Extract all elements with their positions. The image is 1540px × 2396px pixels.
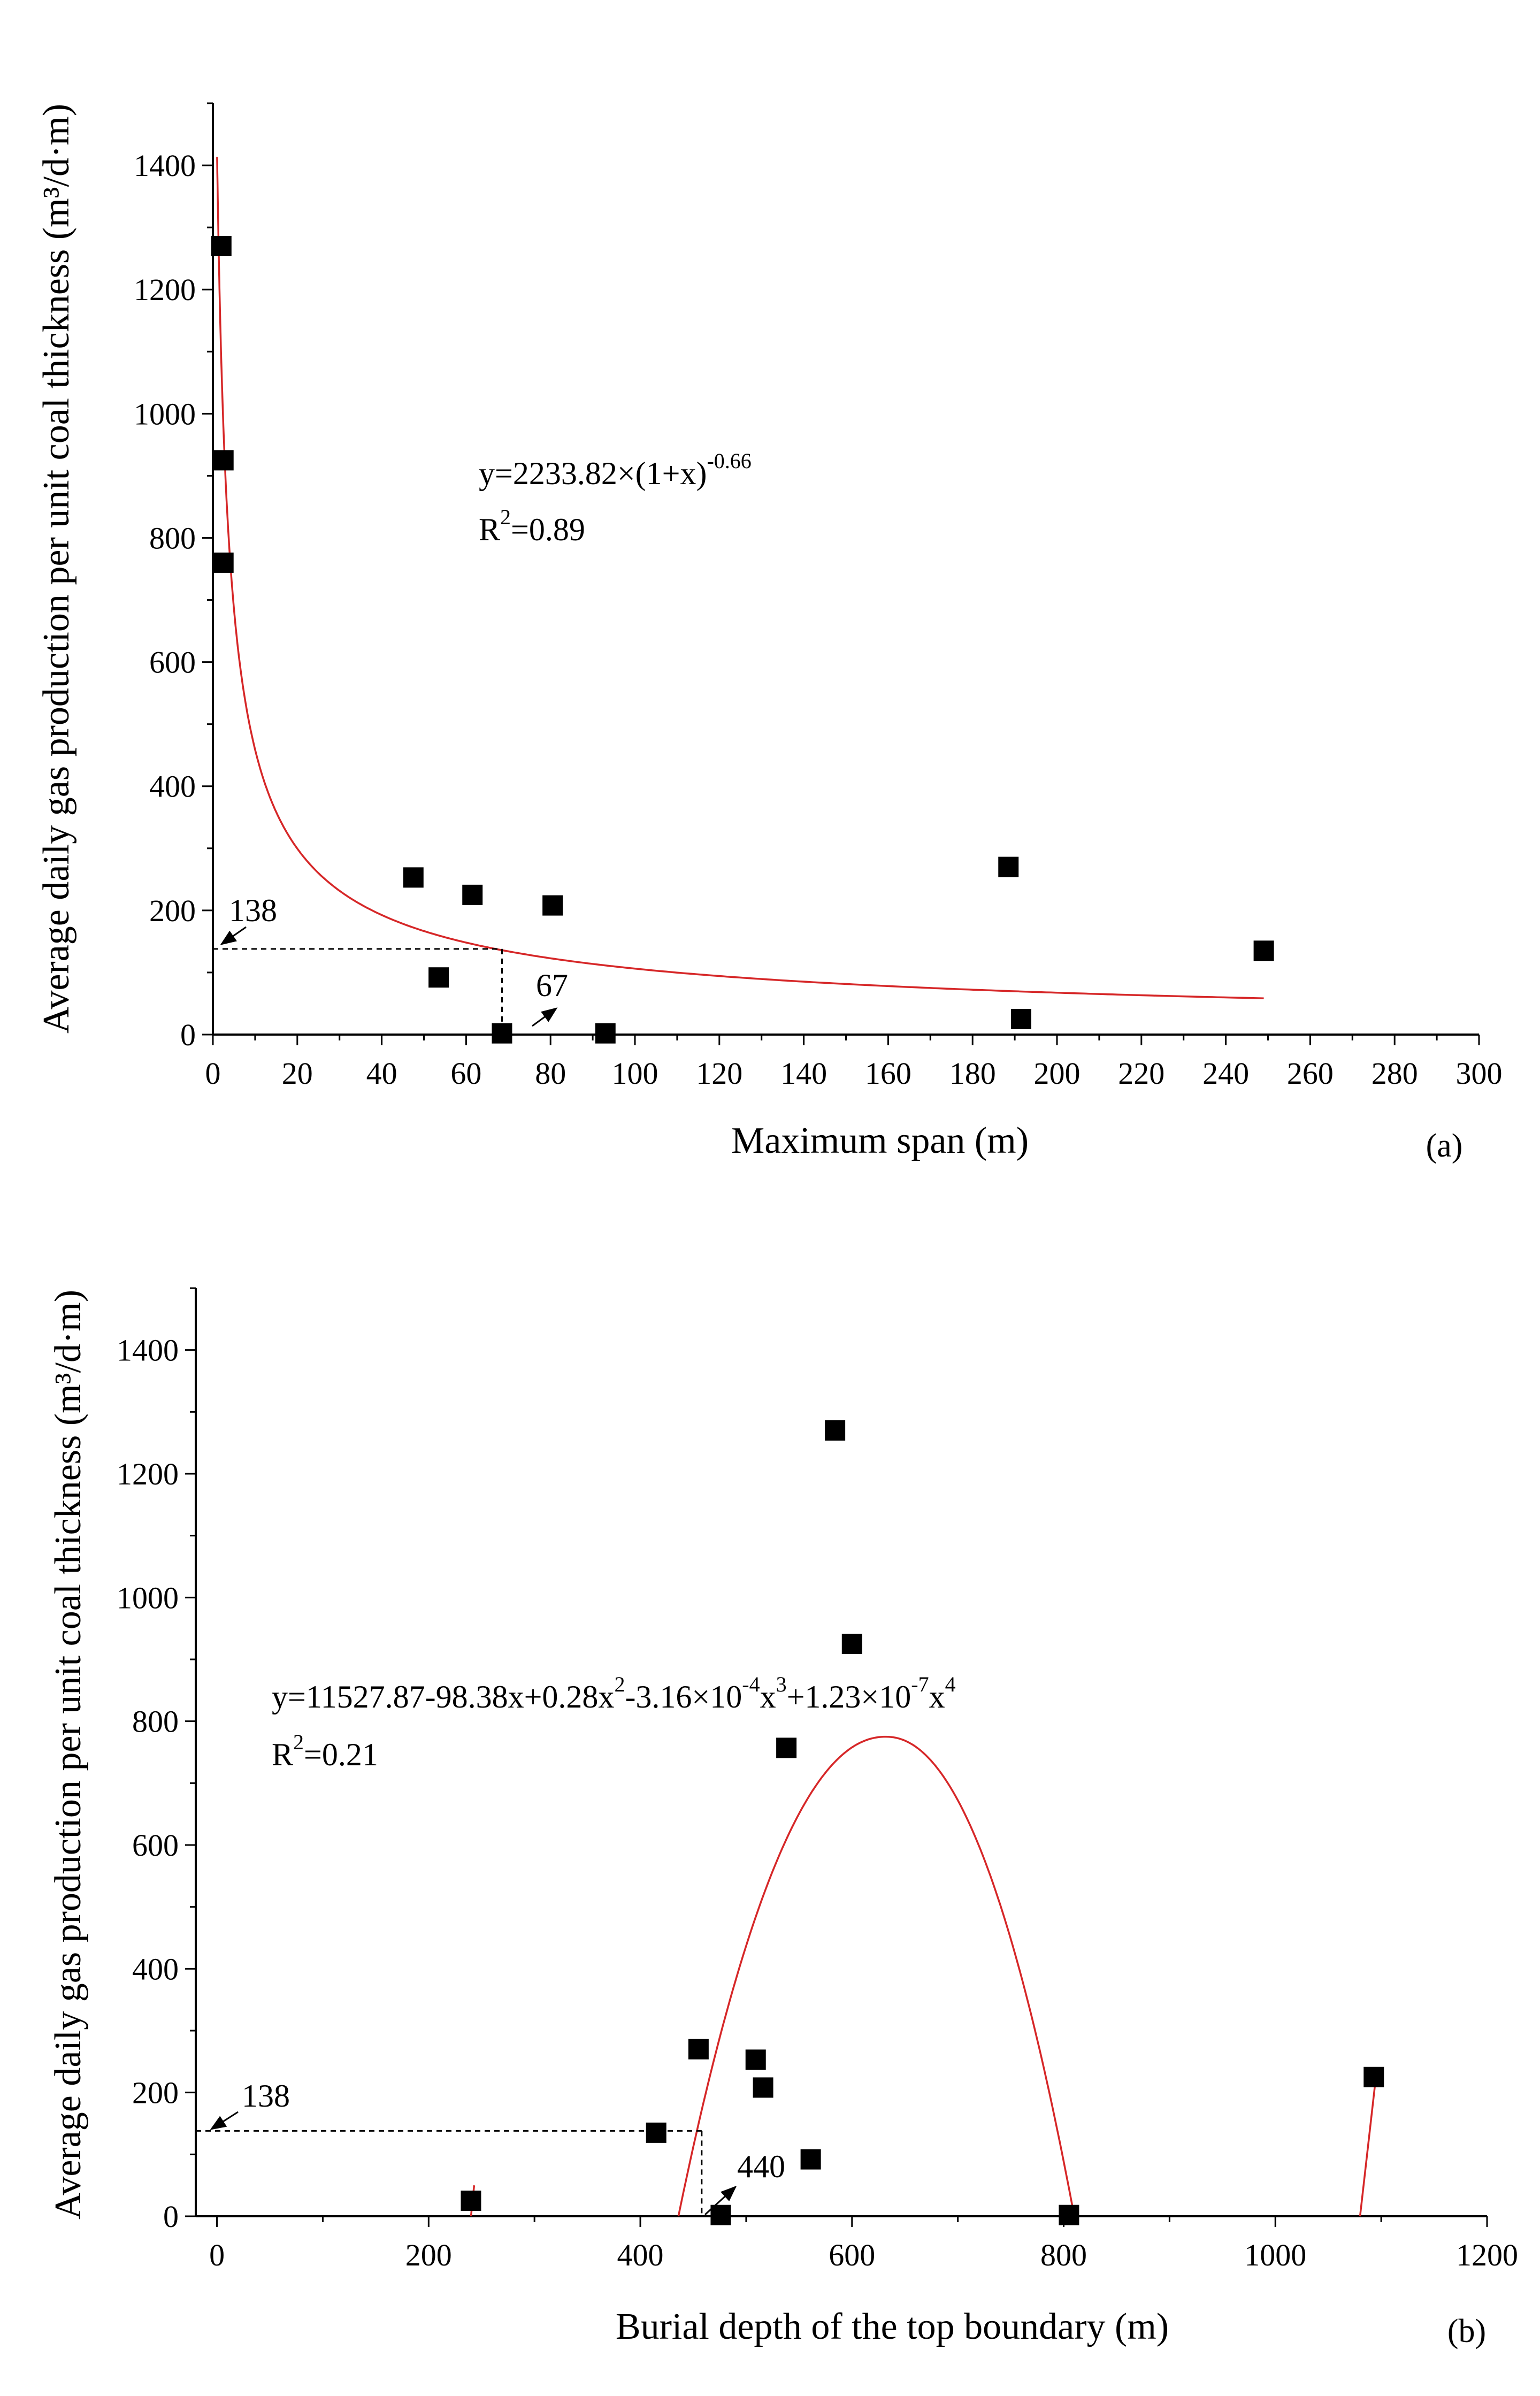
- b-equation: y=11527.87-98.38x+0.28x2-3.16×10-4x3+1.2…: [272, 1672, 956, 1714]
- b-panel-label: (b): [1447, 2313, 1486, 2349]
- b-x-tick-label: 200: [405, 2238, 452, 2272]
- b-data-point: [1059, 2204, 1079, 2225]
- b-data-point: [825, 1420, 846, 1441]
- a-data-point: [213, 552, 234, 573]
- a-y-tick-labels: 0 200 400 600 800 1000 1200 1400: [134, 148, 196, 1052]
- b-x-axis-label: Burial depth of the top boundary (m): [616, 2306, 1169, 2347]
- a-data-point: [1253, 940, 1274, 961]
- a-y-tick-label: 1000: [134, 396, 196, 431]
- b-data-point: [745, 2049, 766, 2070]
- b-x-tick-label: 400: [617, 2238, 664, 2272]
- b-x-tick-labels: 0 200 400 600 800 1000 1200: [209, 2238, 1518, 2272]
- a-equation: y=2233.82×(1+x)-0.66: [479, 449, 752, 491]
- b-data-point: [646, 2122, 666, 2143]
- a-x-tick-label: 180: [949, 1056, 996, 1091]
- b-y-axis-label: Average daily gas production per unit co…: [48, 1290, 89, 2219]
- a-y-axis-label: Average daily gas production per unit co…: [36, 104, 77, 1034]
- a-y-tick-label: 400: [149, 769, 196, 804]
- b-annotation-440-arrow: [704, 2185, 737, 2216]
- a-x-tick-label: 240: [1202, 1056, 1249, 1091]
- a-x-tick-label: 260: [1287, 1056, 1334, 1091]
- a-x-tick-label: 120: [696, 1056, 742, 1091]
- a-data-point: [211, 235, 232, 256]
- b-y-tick-label: 1400: [117, 1333, 179, 1368]
- b-y-tick-label: 800: [132, 1704, 179, 1739]
- b-fit-curve: [470, 1735, 1377, 2217]
- b-x-tick-label: 1200: [1456, 2238, 1518, 2272]
- a-y-tick-label: 800: [149, 520, 196, 555]
- b-data-point: [841, 1634, 862, 1655]
- a-x-tick-label: 140: [780, 1056, 827, 1091]
- a-data-point: [213, 450, 234, 471]
- b-annotation-138-arrow: [210, 2111, 239, 2130]
- a-x-tick-label: 20: [282, 1056, 313, 1091]
- a-data-point: [462, 884, 483, 905]
- b-y-tick-label: 1200: [117, 1457, 179, 1491]
- a-x-tick-label: 40: [366, 1056, 397, 1091]
- a-x-tick-label: 200: [1034, 1056, 1081, 1091]
- a-x-tick-label: 0: [205, 1056, 221, 1091]
- a-x-tick-label: 60: [450, 1056, 481, 1091]
- a-x-tick-labels: 0 20 40 60 80 100 120 140 160 180 200 220 240 260 280 3…: [205, 1056, 1503, 1091]
- b-y-tick-labels: 0 200 400 600 800 1000 1200 1400: [117, 1333, 179, 2234]
- b-data-point: [688, 2039, 709, 2060]
- a-data-point: [998, 856, 1019, 877]
- b-y-tick-label: 400: [132, 1951, 179, 1986]
- b-data-points: [461, 1420, 1384, 2225]
- b-x-tick-label: 600: [829, 2238, 875, 2272]
- a-panel-label: (a): [1426, 1128, 1463, 1164]
- b-annotation-440: 440: [737, 2149, 785, 2184]
- a-data-point: [1010, 1008, 1031, 1029]
- a-fit-curve: [216, 157, 1264, 999]
- a-annotation-138-arrow: [220, 926, 247, 945]
- a-x-tick-label: 220: [1118, 1056, 1164, 1091]
- a-x-tick-label: 280: [1372, 1056, 1418, 1091]
- a-data-points: [211, 235, 1274, 1044]
- b-y-tick-label: 600: [132, 1828, 179, 1863]
- b-annotation-138: 138: [242, 2078, 290, 2114]
- b-data-point: [1363, 2066, 1384, 2087]
- b-data-point: [776, 1737, 797, 1758]
- b-x-tick-label: 1000: [1244, 2238, 1306, 2272]
- a-x-tick-label: 100: [612, 1056, 658, 1091]
- b-threshold-lines: [196, 2130, 703, 2216]
- b-y-tick-label: 0: [163, 2199, 179, 2234]
- b-r2: R2=0.21: [272, 1730, 378, 1772]
- a-x-tick-label: 80: [535, 1056, 566, 1091]
- b-data-point: [753, 2077, 773, 2098]
- a-x-tick-label: 300: [1456, 1056, 1503, 1091]
- a-y-tick-label: 600: [149, 645, 196, 680]
- a-data-point: [595, 1023, 616, 1044]
- a-x-axis-label: Maximum span (m): [731, 1120, 1029, 1161]
- a-annotation-138: 138: [229, 893, 277, 928]
- a-data-point: [428, 967, 449, 988]
- a-threshold-lines: [213, 948, 503, 1035]
- panel-a: 0 20 40 60 80 100 120 140 160 180 200 220 240 260 280 3…: [36, 102, 1503, 1164]
- panel-b: 0 200 400 600 800 1000 1200 0 200 400 600 800 1000 1…: [48, 1287, 1518, 2349]
- a-x-tick-label: 160: [865, 1056, 911, 1091]
- b-y-tick-label: 200: [132, 2076, 179, 2110]
- a-y-tick-label: 0: [180, 1017, 196, 1052]
- a-data-point: [492, 1023, 512, 1044]
- a-y-tick-label: 200: [149, 893, 196, 928]
- b-data-point: [461, 2191, 481, 2211]
- b-x-tick-label: 0: [209, 2238, 225, 2272]
- a-y-tick-label: 1200: [134, 272, 196, 307]
- a-annotation-67-arrow: [532, 1007, 558, 1027]
- a-annotation-67: 67: [536, 968, 568, 1003]
- a-data-point: [403, 867, 424, 888]
- a-y-tick-label: 1400: [134, 148, 196, 183]
- b-y-tick-label: 1000: [117, 1580, 179, 1615]
- b-x-tick-label: 800: [1040, 2238, 1087, 2272]
- b-data-point: [800, 2149, 821, 2170]
- a-r2: R2=0.89: [479, 505, 585, 547]
- a-axis-ticks: [202, 102, 1480, 1045]
- a-data-point: [542, 895, 563, 916]
- b-data-point: [710, 2204, 731, 2225]
